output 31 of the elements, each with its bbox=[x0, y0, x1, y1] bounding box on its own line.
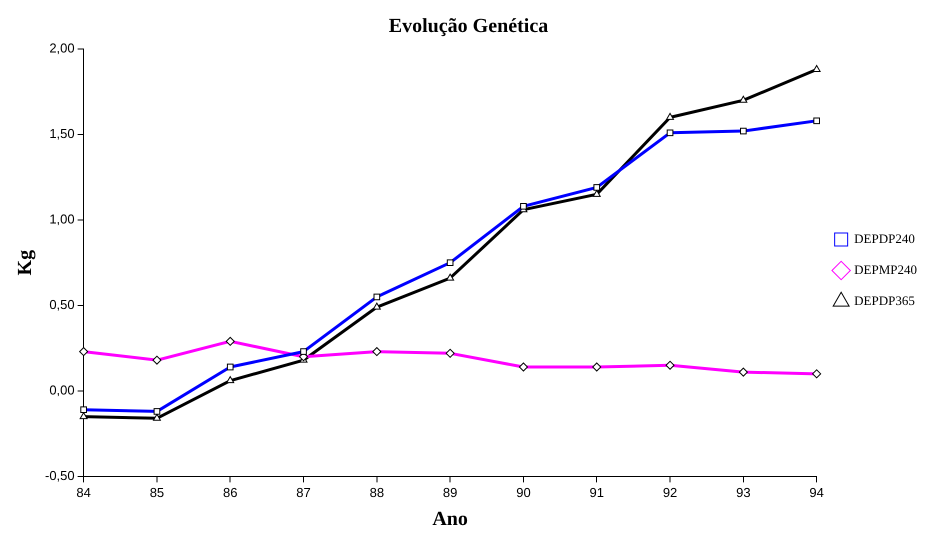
y-tick-label: 0,00 bbox=[49, 382, 75, 398]
point bbox=[446, 274, 454, 281]
x-tick-label: 91 bbox=[590, 484, 604, 500]
y-axis-title: Kg bbox=[14, 250, 36, 276]
point bbox=[666, 112, 674, 120]
y-tick-label: 1,00 bbox=[49, 212, 75, 227]
y-tick-label: -0,50 bbox=[44, 468, 75, 483]
x-tick-label: 92 bbox=[662, 484, 678, 500]
x-tick-label: 90 bbox=[516, 484, 531, 500]
x-tick-label: 94 bbox=[809, 484, 824, 500]
point bbox=[226, 376, 234, 384]
y-tick-label: 1,50 bbox=[49, 126, 75, 142]
point bbox=[372, 302, 381, 310]
x-tick-label: 84 bbox=[76, 484, 91, 500]
x-tick-label: 93 bbox=[736, 484, 751, 500]
x-tick-label: 87 bbox=[296, 484, 311, 500]
x-axis-title: Ano bbox=[432, 508, 468, 530]
x-tick-label: 86 bbox=[223, 484, 238, 500]
point bbox=[592, 190, 601, 197]
legend-label: DEPDP240 bbox=[854, 230, 915, 246]
chart-title: Evolução Genética bbox=[388, 15, 548, 38]
x-tick-label: 85 bbox=[150, 484, 164, 500]
legend-label: DEPDP365 bbox=[854, 292, 915, 308]
legend-label: DEPMP240 bbox=[854, 262, 918, 277]
point bbox=[812, 65, 821, 72]
x-tick-label: 88 bbox=[370, 484, 384, 500]
y-tick-label: 2,00 bbox=[49, 40, 75, 56]
x-tick-label: 89 bbox=[442, 484, 458, 500]
y-tick-label: 0,50 bbox=[49, 297, 75, 312]
point bbox=[152, 414, 161, 421]
point bbox=[739, 96, 748, 103]
